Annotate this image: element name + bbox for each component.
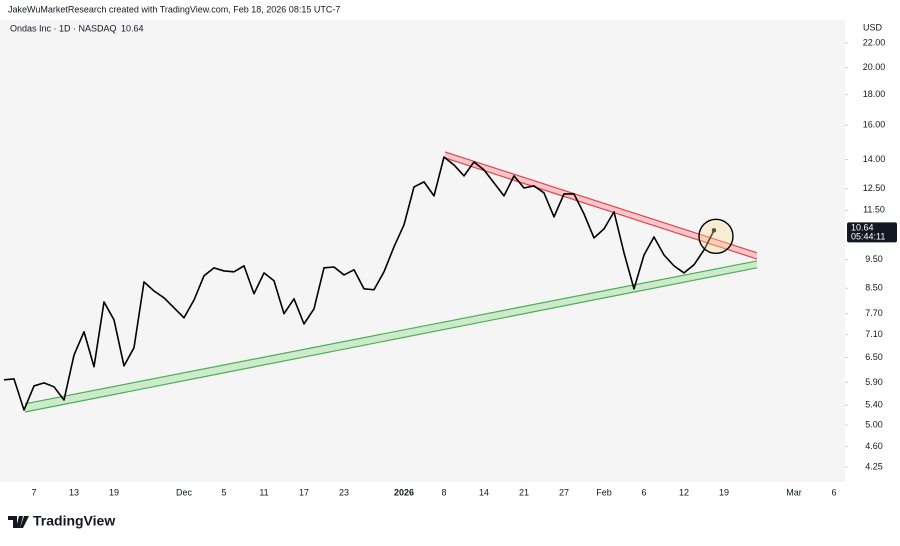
x-tick-label: 19 xyxy=(719,487,729,497)
header: JakeWuMarketResearch created with Tradin… xyxy=(8,4,340,14)
logo-icon xyxy=(8,516,29,528)
y-tick-label: 22.00 xyxy=(863,37,886,47)
x-tick-label: 12 xyxy=(679,487,689,497)
y-tick-label: 7.10 xyxy=(865,329,883,339)
x-tick-label: 7 xyxy=(31,487,36,497)
x-tick-label: 2026 xyxy=(394,487,414,497)
y-tick-label: 12.50 xyxy=(863,183,886,193)
x-tick-label: 6 xyxy=(831,487,836,497)
brand: TradingView xyxy=(33,513,115,529)
x-tick-label: 5 xyxy=(221,487,226,497)
chart-title: Ondas Inc · 1D · NASDAQ xyxy=(10,23,117,33)
trend-band xyxy=(445,151,757,260)
y-tick-label: 9.50 xyxy=(865,254,883,264)
trend-band xyxy=(25,260,757,413)
highlight-circle xyxy=(698,218,734,255)
brand-logo xyxy=(8,516,29,528)
currency: USD xyxy=(863,22,883,32)
x-tick-label: 14 xyxy=(479,487,489,497)
y-tick-label: 8.50 xyxy=(865,283,883,293)
trend-upper xyxy=(444,151,758,254)
y-tick-label: 4.25 xyxy=(865,461,883,471)
y-tick-label: 18.00 xyxy=(863,89,886,99)
y-tick-label: 4.60 xyxy=(865,441,883,451)
x-tick-label: Mar xyxy=(786,487,802,497)
trend-lower xyxy=(24,267,758,413)
y-tick-label: 16.00 xyxy=(863,119,886,129)
x-tick-label: 13 xyxy=(69,487,79,497)
x-tick-label: 19 xyxy=(109,487,119,497)
x-tick-label: 8 xyxy=(441,487,446,497)
y-tick-label: 5.00 xyxy=(865,419,883,429)
x-tick-label: 6 xyxy=(641,487,646,497)
y-tick-label: 11.50 xyxy=(863,205,885,215)
trend-lower xyxy=(444,157,758,260)
y-tick-label: 7.70 xyxy=(865,308,883,318)
y-tick-label: 5.40 xyxy=(865,400,883,410)
countdown: 05:44:11 xyxy=(851,232,885,242)
x-tick-label: 27 xyxy=(559,487,569,497)
x-tick-label: Feb xyxy=(596,487,612,497)
y-tick-label: 6.50 xyxy=(865,352,883,362)
y-tick-label: 14.00 xyxy=(863,154,886,164)
x-tick-label: 21 xyxy=(519,487,529,497)
x-tick-label: 23 xyxy=(339,487,349,497)
last-point xyxy=(711,228,717,233)
x-tick-label: 17 xyxy=(299,487,309,497)
price-tag xyxy=(847,222,897,243)
x-tick-label: 11 xyxy=(259,487,268,497)
price-tag-value: 10.64 xyxy=(851,223,874,233)
y-tick-label: 20.00 xyxy=(863,62,886,72)
x-tick-label: Dec xyxy=(176,487,193,497)
y-tick-label: 5.90 xyxy=(865,377,883,387)
price-line xyxy=(3,156,715,411)
title-price: 10.64 xyxy=(121,23,144,33)
